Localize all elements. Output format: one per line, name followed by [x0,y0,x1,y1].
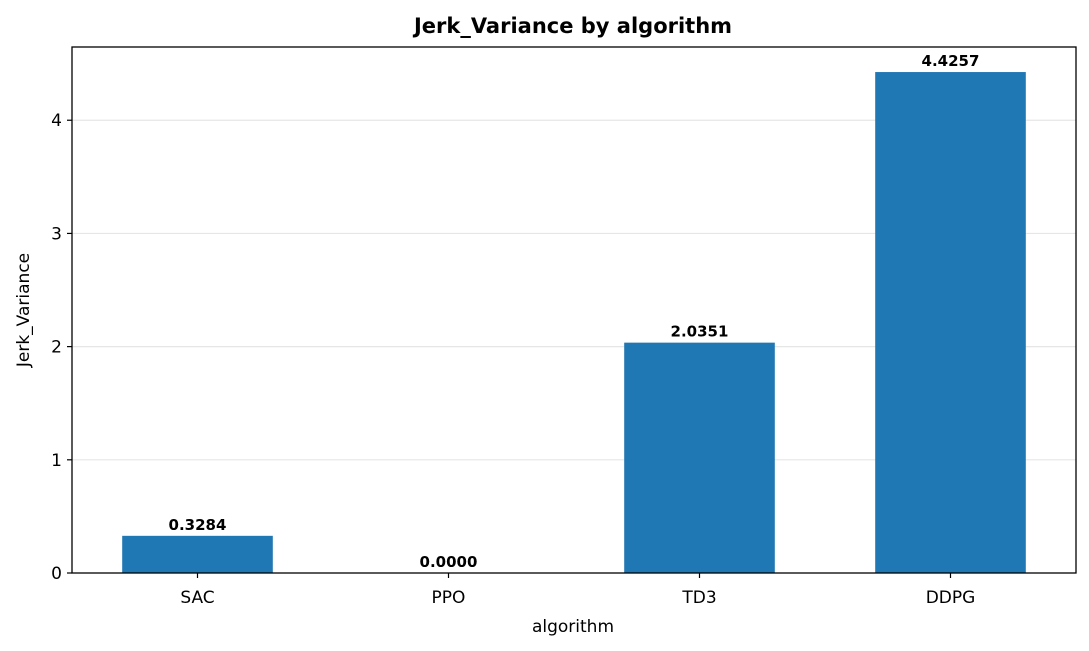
bar-value-label: 2.0351 [671,323,729,341]
x-tick-label: SAC [180,588,214,608]
y-tick-label: 2 [51,338,62,358]
x-tick-label: PPO [432,588,466,608]
bar [624,342,775,573]
chart-title: Jerk_Variance by algorithm [412,14,732,38]
bar-value-label: 0.3284 [169,516,227,534]
y-tick-label: 0 [51,564,62,584]
bars [122,72,1026,574]
bar-value-label: 4.4257 [922,52,980,70]
bar-value-label: 0.0000 [420,553,478,571]
x-tick-label: TD3 [681,588,716,608]
x-tick-label: DDPG [926,588,976,608]
bar [122,535,273,573]
y-tick-label: 4 [51,111,62,131]
plot-frame [71,46,1077,574]
x-axis-label: algorithm [532,617,614,637]
data-labels: 0.3284 0.0000 2.0351 4.4257 [169,52,980,571]
bar [875,72,1026,574]
y-axis-label: Jerk_Variance [14,253,34,368]
y-axis-ticks: 0 1 2 3 4 [51,111,72,584]
x-axis-ticks: SAC PPO TD3 DDPG [180,573,975,608]
y-tick-label: 3 [51,224,62,244]
y-tick-label: 1 [51,451,62,471]
